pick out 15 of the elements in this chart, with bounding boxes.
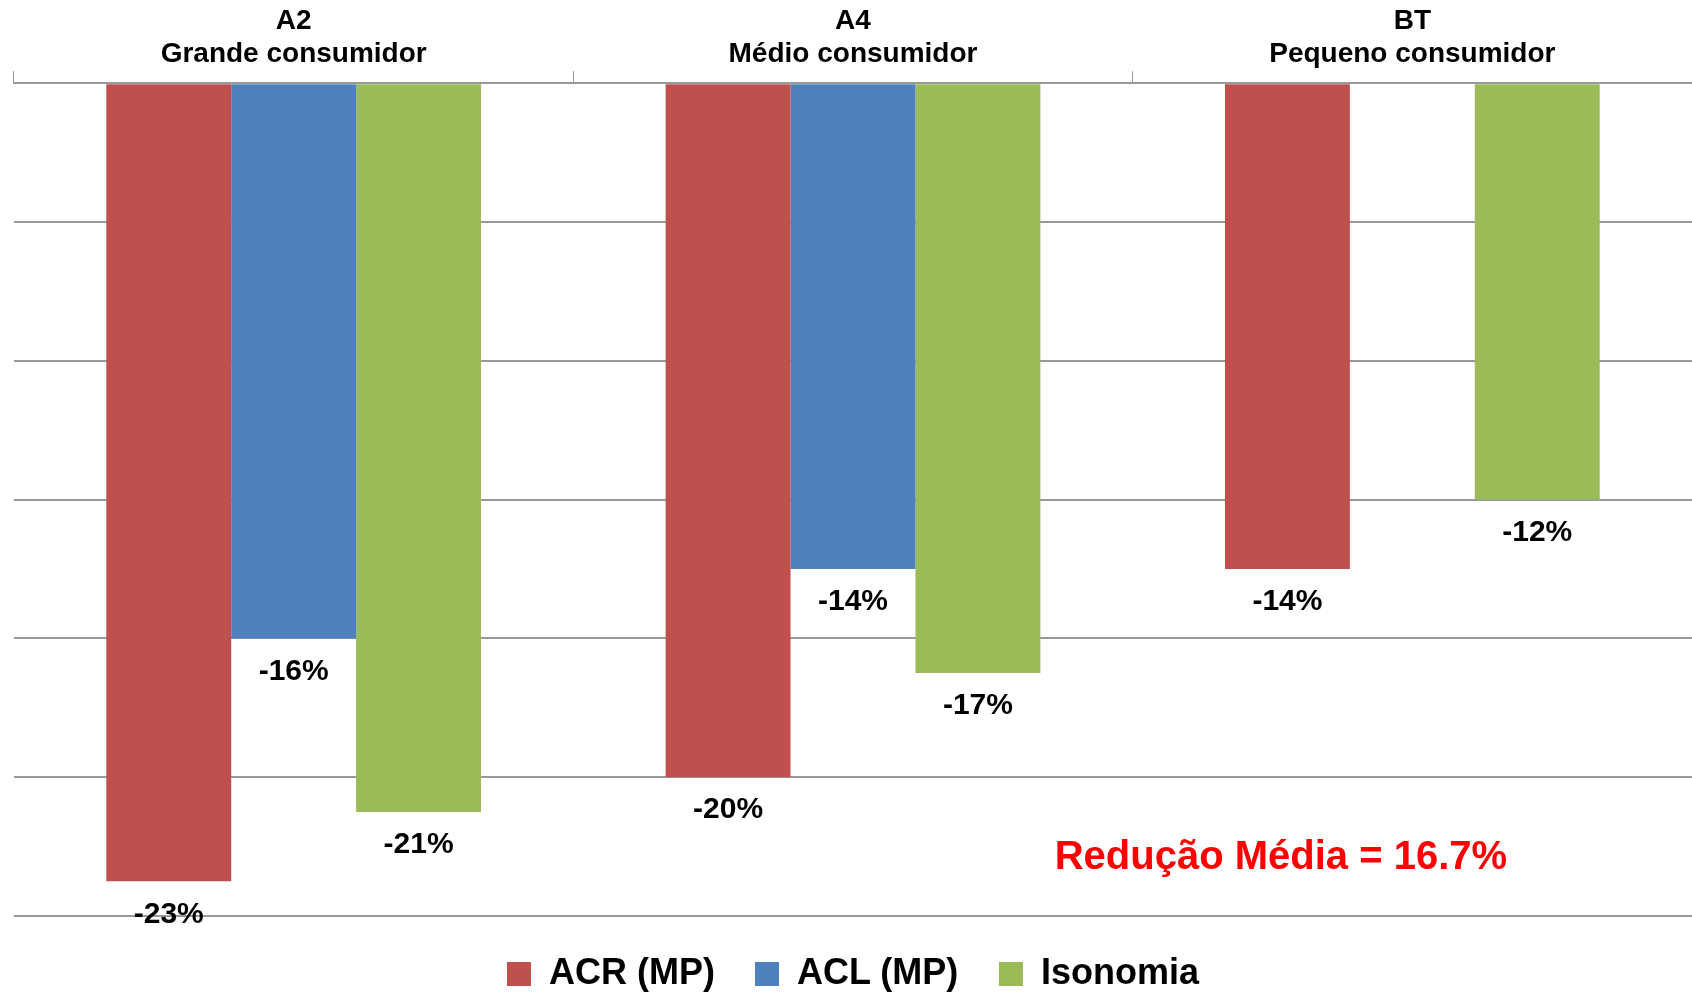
data-label: -14% — [1252, 583, 1323, 617]
x-tick-label: BT Pequeno consumidor — [1269, 3, 1556, 69]
data-label: -20% — [693, 791, 764, 825]
x-tick-label: A4 Médio consumidor — [728, 3, 978, 69]
legend-label: Isonomia — [1040, 950, 1200, 992]
legend-label: ACL (MP) — [796, 950, 959, 992]
data-label: -21% — [383, 826, 454, 860]
legend-label: ACR (MP) — [549, 950, 715, 992]
annotation: Redução Média = 16.7% — [1054, 833, 1508, 878]
data-label: -14% — [817, 583, 889, 617]
data-label: -23% — [133, 895, 204, 929]
data-label: -17% — [942, 687, 1013, 721]
x-tick-label: A2 Grande consumidor — [160, 3, 427, 69]
data-label: -16% — [258, 652, 329, 686]
data-label: -12% — [1502, 513, 1573, 547]
